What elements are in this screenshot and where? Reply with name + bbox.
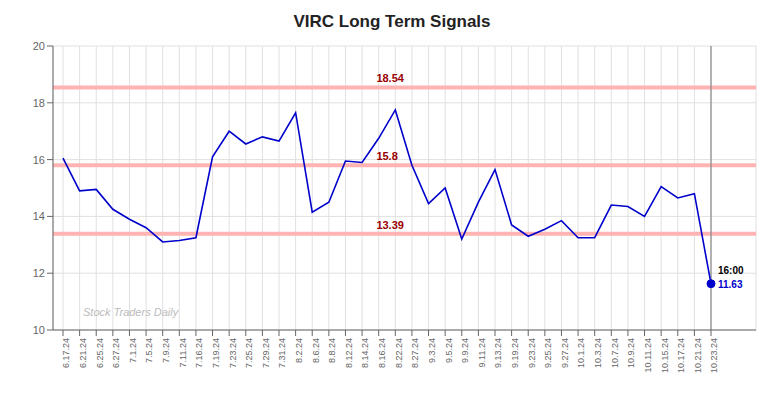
- svg-text:9.3.24: 9.3.24: [427, 338, 437, 363]
- svg-text:10.11.24: 10.11.24: [643, 338, 653, 372]
- svg-text:18: 18: [33, 97, 45, 109]
- svg-text:9.11.24: 9.11.24: [477, 338, 487, 367]
- svg-text:9.5.24: 9.5.24: [444, 338, 454, 363]
- svg-text:12: 12: [33, 267, 45, 279]
- svg-text:10: 10: [33, 324, 45, 336]
- svg-text:8.27.24: 8.27.24: [410, 338, 420, 368]
- svg-text:10.15.24: 10.15.24: [660, 338, 670, 373]
- svg-text:20: 20: [33, 40, 45, 52]
- svg-text:13.39: 13.39: [376, 219, 404, 231]
- svg-text:7.23.24: 7.23.24: [228, 338, 238, 368]
- svg-text:7.16.24: 7.16.24: [194, 338, 204, 368]
- svg-text:14: 14: [33, 210, 45, 222]
- svg-text:9.23.24: 9.23.24: [527, 338, 537, 368]
- svg-text:8.14.24: 8.14.24: [360, 338, 370, 368]
- svg-text:7.19.24: 7.19.24: [211, 338, 221, 368]
- svg-text:7.9.24: 7.9.24: [161, 338, 171, 363]
- svg-text:8.6.24: 8.6.24: [311, 338, 321, 363]
- svg-text:10.1.24: 10.1.24: [576, 338, 586, 368]
- svg-text:9.19.24: 9.19.24: [510, 338, 520, 368]
- svg-text:10.9.24: 10.9.24: [626, 338, 636, 368]
- svg-text:11.63: 11.63: [718, 279, 743, 290]
- svg-text:6.27.24: 6.27.24: [111, 338, 121, 368]
- svg-text:8.22.24: 8.22.24: [394, 338, 404, 368]
- svg-text:7.11.24: 7.11.24: [178, 338, 188, 367]
- svg-text:6.17.24: 6.17.24: [61, 338, 71, 368]
- svg-text:7.31.24: 7.31.24: [277, 338, 287, 368]
- svg-text:7.29.24: 7.29.24: [261, 338, 271, 368]
- svg-text:6.25.24: 6.25.24: [95, 338, 105, 368]
- html-text:VIRC Long Term Signals: VIRC Long Term Signals: [293, 12, 491, 31]
- svg-text:18.54: 18.54: [376, 72, 404, 84]
- svg-text:16:00: 16:00: [718, 265, 744, 276]
- svg-text:6.21.24: 6.21.24: [78, 338, 88, 368]
- svg-text:9.9.24: 9.9.24: [460, 338, 470, 363]
- svg-text:10.17.24: 10.17.24: [676, 338, 686, 373]
- svg-text:8.12.24: 8.12.24: [344, 338, 354, 368]
- svg-text:9.25.24: 9.25.24: [543, 338, 553, 368]
- html-text:Stock Traders Daily: Stock Traders Daily: [83, 306, 179, 318]
- svg-text:15.8: 15.8: [376, 150, 397, 162]
- svg-text:16: 16: [33, 154, 45, 166]
- svg-text:10.23.24: 10.23.24: [709, 338, 719, 373]
- svg-text:10.3.24: 10.3.24: [593, 338, 603, 368]
- svg-text:7.1.24: 7.1.24: [128, 338, 138, 363]
- svg-text:9.13.24: 9.13.24: [493, 338, 503, 368]
- svg-text:10.7.24: 10.7.24: [610, 338, 620, 368]
- svg-text:7.25.24: 7.25.24: [244, 338, 254, 368]
- svg-text:10.21.24: 10.21.24: [693, 338, 703, 373]
- svg-text:7.5.24: 7.5.24: [144, 338, 154, 363]
- svg-text:8.2.24: 8.2.24: [294, 338, 304, 363]
- svg-text:8.16.24: 8.16.24: [377, 338, 387, 368]
- svg-text:8.8.24: 8.8.24: [327, 338, 337, 363]
- svg-text:9.27.24: 9.27.24: [560, 338, 570, 368]
